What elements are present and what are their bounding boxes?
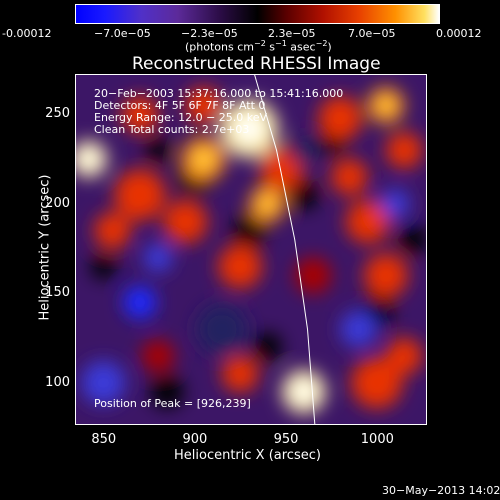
heatmap-blob [289,136,318,165]
heatmap-blob [123,286,156,319]
heatmap-blob [318,96,362,140]
heatmap-dark-region [91,254,117,280]
heatmap-blob [196,304,247,355]
heatmap-blob [340,311,376,347]
colorbar-tick: 7.0e−05 [348,27,395,40]
heatmap-blob [142,340,175,373]
colorbar-tick: -0.00012 [2,27,51,40]
colorbar-gradient [76,5,439,23]
y-tick-label: 100 [45,375,70,390]
heatmap-dark-region [253,332,282,361]
heatmap-blob-core [258,195,276,213]
colorbar-tick: 0.00012 [436,27,482,40]
heatmap-blob [164,200,208,244]
x-tick-label: 950 [274,432,299,447]
heatmap-blob [380,189,409,218]
datestamp: 30−May−2013 14:02 [382,484,500,497]
y-tick-label: 250 [45,106,70,121]
heatmap-blob-core [193,148,215,170]
colorbar-unit: (photons cm−2 s−1 asec−2) [185,39,332,54]
x-tick-label: 1000 [361,432,394,447]
heatmap-blob [386,338,422,374]
heatmap-blob [386,132,422,168]
heatmap-dark-region [145,137,171,163]
colorbar [75,4,440,24]
heatmap-blob [94,212,130,248]
heatmap-blob [143,243,172,272]
y-axis-label: Heliocentric Y (arcsec) [38,148,53,348]
annotation-peak: Position of Peak = [926,239] [94,397,251,410]
chart-title: Reconstructed RHESSI Image [132,54,381,74]
heatmap-blob [331,159,367,195]
heatmap-blob [364,254,408,298]
heatmap-blob [218,245,262,289]
heatmap-blob [222,356,258,392]
x-tick-label: 850 [91,432,116,447]
annotation-clean: Clean Total counts: 2.7e+03 [94,123,249,136]
heatmap-blob-core [377,96,395,114]
x-axis-label: Heliocentric X (arcsec) [174,448,321,463]
x-tick-label: 900 [182,432,207,447]
colorbar-tick: −7.0e−05 [94,27,151,40]
heatmap-blob-core [80,150,98,168]
heatmap-blob [114,169,165,220]
